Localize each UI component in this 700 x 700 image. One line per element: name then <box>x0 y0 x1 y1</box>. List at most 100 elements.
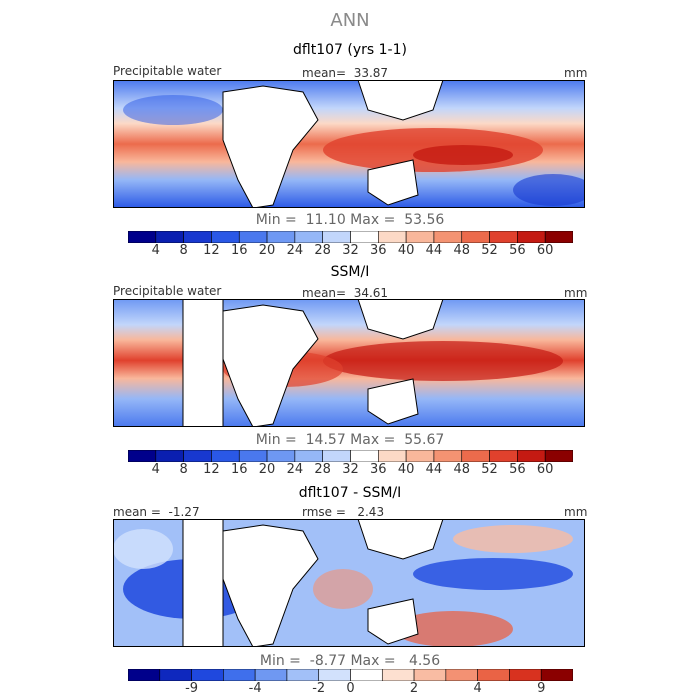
colorbar-tick-label: 16 <box>230 243 248 258</box>
colorbar-swatch <box>405 231 435 243</box>
colorbar-swatch <box>413 669 447 681</box>
colorbar-swatch <box>381 669 415 681</box>
panel-1-map <box>113 80 585 208</box>
colorbar-tick-label: 40 <box>397 243 415 258</box>
colorbar-swatch <box>211 450 240 462</box>
colorbar-swatch <box>318 669 351 681</box>
colorbar-swatch <box>544 231 573 243</box>
colorbar-swatch <box>489 450 518 462</box>
colorbar-tick-label: 44 <box>425 462 443 477</box>
colorbar-3-ticks: -9 -4 -2 0 2 4 9 <box>128 681 573 699</box>
panel-2-units: mm <box>564 286 588 300</box>
colorbar-tick-label: 4 <box>473 681 482 696</box>
panel-3-min-max: Min = -8.77 Max = 4.56 <box>259 653 441 669</box>
colorbar-swatch <box>378 450 407 462</box>
panel-3-units: mm <box>564 505 588 519</box>
colorbar-swatch <box>461 231 490 243</box>
colorbar-tick-label: 12 <box>203 462 220 477</box>
panel-3-map <box>113 519 585 647</box>
colorbar-tick-label: 4 <box>151 243 160 258</box>
colorbar-swatch <box>350 231 379 243</box>
colorbar-tick-label: 20 <box>258 462 276 477</box>
colorbar-swatch <box>477 669 510 681</box>
colorbar-swatch <box>405 450 435 462</box>
colorbar-tick-label: 8 <box>179 243 188 258</box>
colorbar-3 <box>128 669 573 681</box>
panel-2-mean: mean= 34.61 <box>302 286 389 300</box>
colorbar-swatch <box>183 231 212 243</box>
colorbar-swatch <box>517 231 546 243</box>
colorbar-tick-label: 60 <box>536 243 554 258</box>
panel-3-rmse: rmse = 2.43 <box>302 505 385 519</box>
colorbar-tick-label: 28 <box>314 243 331 258</box>
colorbar-tick-label: -2 <box>312 681 326 696</box>
panel-2-min-max: Min = 14.57 Max = 55.67 <box>255 432 445 448</box>
colorbar-tick-label: 0 <box>346 681 355 696</box>
colorbar-swatch <box>378 231 407 243</box>
panel-1-field-label: Precipitable water <box>113 64 222 78</box>
colorbar-2-ticks: 4 8 12 16 20 24 28 32 36 40 44 48 52 56 60 <box>128 462 573 480</box>
colorbar-swatch <box>159 669 192 681</box>
colorbar-tick-label: 32 <box>342 243 359 258</box>
panel-3-title: dflt107 - SSM/I <box>298 485 402 501</box>
colorbar-tick-label: 56 <box>509 462 526 477</box>
colorbar-swatch <box>294 231 323 243</box>
colorbar-swatch <box>517 450 546 462</box>
colorbar-tick-label: 24 <box>286 243 304 258</box>
colorbar-swatch <box>445 669 478 681</box>
colorbar-tick-label: 4 <box>151 462 160 477</box>
colorbar-tick-label: 24 <box>286 462 304 477</box>
colorbar-swatch <box>223 669 256 681</box>
colorbar-swatch <box>128 231 157 243</box>
colorbar-swatch <box>155 231 184 243</box>
colorbar-tick-label: 56 <box>509 243 526 258</box>
colorbar-tick-label: 32 <box>342 462 359 477</box>
colorbar-swatch <box>155 450 184 462</box>
colorbar-swatch <box>238 450 268 462</box>
colorbar-tick-label: -4 <box>248 681 262 696</box>
colorbar-swatch <box>128 669 161 681</box>
colorbar-swatch <box>294 450 323 462</box>
panel-3-mean: mean = -1.27 <box>113 505 200 519</box>
colorbar-swatch <box>211 231 240 243</box>
colorbar-swatch <box>128 450 157 462</box>
colorbar-1-ticks: 4 8 12 16 20 24 28 32 36 40 44 48 52 56 60 <box>128 243 573 261</box>
colorbar-2 <box>128 450 573 462</box>
colorbar-swatch <box>322 231 351 243</box>
colorbar-swatch <box>433 450 463 462</box>
colorbar-tick-label: 40 <box>397 462 415 477</box>
panel-2-field-label: Precipitable water <box>113 284 222 298</box>
panel-1-mean: mean= 33.87 <box>302 66 389 80</box>
colorbar-swatch <box>489 231 518 243</box>
colorbar-tick-label: 36 <box>370 243 387 258</box>
colorbar-swatch <box>238 231 268 243</box>
colorbar-swatch <box>350 450 379 462</box>
colorbar-tick-label: 36 <box>370 462 387 477</box>
colorbar-swatch <box>322 450 351 462</box>
colorbar-swatch <box>509 669 542 681</box>
colorbar-swatch <box>266 231 296 243</box>
colorbar-swatch <box>540 669 573 681</box>
colorbar-tick-label: 20 <box>258 243 276 258</box>
panel-2-title: SSM/I <box>330 264 370 280</box>
colorbar-tick-label: 12 <box>203 243 220 258</box>
colorbar-tick-label: 48 <box>453 462 471 477</box>
colorbar-swatch <box>191 669 224 681</box>
colorbar-tick-label: 9 <box>537 681 546 696</box>
colorbar-tick-label: 2 <box>409 681 419 696</box>
colorbar-tick-label: -9 <box>185 681 199 696</box>
panel-1-units: mm <box>564 66 588 80</box>
colorbar-tick-label: 28 <box>314 462 331 477</box>
colorbar-tick-label: 44 <box>425 243 443 258</box>
colorbar-1 <box>128 231 573 243</box>
colorbar-swatch <box>544 450 573 462</box>
colorbar-swatch <box>286 669 320 681</box>
colorbar-swatch <box>433 231 463 243</box>
panel-1-title: dflt107 (yrs 1-1) <box>293 42 407 58</box>
colorbar-swatch <box>183 450 212 462</box>
colorbar-tick-label: 8 <box>179 462 188 477</box>
colorbar-swatch <box>266 450 296 462</box>
figure-title: ANN <box>330 10 370 31</box>
colorbar-tick-label: 16 <box>230 462 248 477</box>
panel-2-map <box>113 299 585 427</box>
